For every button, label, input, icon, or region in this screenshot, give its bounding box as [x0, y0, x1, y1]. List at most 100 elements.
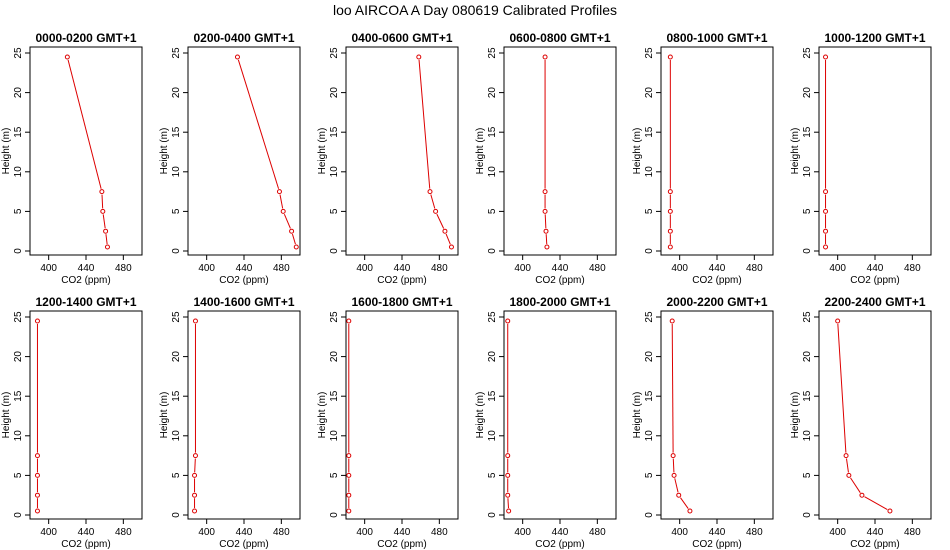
- plot-frame: [503, 46, 617, 256]
- plot-frame: [818, 310, 932, 520]
- data-point: [100, 208, 106, 214]
- data-point: [99, 189, 105, 195]
- y-tick-label: 15: [171, 390, 182, 402]
- x-tick-label: 400: [40, 527, 57, 538]
- data-point: [34, 492, 40, 498]
- data-point: [192, 318, 198, 324]
- chart-panel-8: 1400-1600 GMT+1 400 440 480 0 5 10 15 20 25 CO2 (p…: [159, 295, 301, 550]
- x-tick-label: 480: [273, 263, 290, 274]
- data-point: [64, 54, 70, 60]
- y-axis-label: Height (m): [790, 392, 801, 439]
- data-point: [823, 189, 829, 195]
- x-tick-label: 400: [514, 263, 531, 274]
- x-tick-label: 440: [867, 527, 884, 538]
- y-tick-label: 25: [802, 47, 813, 59]
- series-segment: [67, 59, 102, 189]
- x-tick-label: 440: [867, 263, 884, 274]
- data-point: [433, 208, 439, 214]
- x-axis-label: CO2 (ppm): [61, 275, 110, 286]
- y-tick-label: 0: [487, 512, 498, 518]
- y-tick-label: 5: [329, 208, 340, 214]
- y-tick-label: 0: [802, 248, 813, 254]
- y-tick-label: 20: [644, 87, 655, 99]
- data-point: [823, 208, 829, 214]
- x-tick-label: 400: [198, 527, 215, 538]
- data-point: [104, 244, 110, 250]
- y-tick-label: 5: [171, 472, 182, 478]
- data-point: [346, 472, 352, 478]
- chart-panel-1: 0000-0200 GMT+1 400 440 480 0 5 10 15 20 25 CO2 (p…: [1, 31, 143, 286]
- plot-frame: [187, 310, 301, 520]
- x-tick-label: 400: [829, 527, 846, 538]
- x-tick-label: 480: [115, 263, 132, 274]
- y-tick-label: 10: [802, 430, 813, 442]
- plot-frame: [29, 310, 143, 520]
- y-tick-label: 20: [171, 87, 182, 99]
- data-point: [505, 318, 511, 324]
- data-point: [427, 189, 433, 195]
- series-segment: [544, 214, 547, 229]
- y-tick-label: 5: [13, 472, 24, 478]
- panel-title: 1800-2000 GMT+1: [509, 295, 610, 309]
- data-point: [192, 453, 198, 459]
- x-tick-label: 440: [552, 527, 569, 538]
- y-tick-label: 5: [329, 472, 340, 478]
- y-tick-label: 15: [329, 390, 340, 402]
- series-segment: [837, 323, 847, 453]
- series-segment: [545, 234, 548, 245]
- x-axis-label: CO2 (ppm): [535, 275, 584, 286]
- panel-title: 2200-2400 GMT+1: [824, 295, 925, 309]
- data-point: [846, 472, 852, 478]
- y-tick-label: 5: [644, 208, 655, 214]
- y-tick-label: 20: [487, 351, 498, 363]
- y-tick-label: 10: [802, 166, 813, 178]
- data-point: [823, 228, 829, 234]
- y-axis-label: Height (m): [475, 128, 486, 175]
- data-point: [505, 492, 511, 498]
- chart-panel-10: 1800-2000 GMT+1 400 440 480 0 5 10 15 20 25 CO2 (p…: [475, 295, 617, 550]
- panel-title: 0800-1000 GMT+1: [666, 31, 767, 45]
- y-tick-label: 25: [487, 47, 498, 59]
- plot-frame: [29, 46, 143, 256]
- y-tick-label: 10: [13, 430, 24, 442]
- y-tick-label: 10: [329, 166, 340, 178]
- x-axis-label: CO2 (ppm): [850, 275, 899, 286]
- x-tick-label: 440: [709, 527, 726, 538]
- data-point: [544, 244, 550, 250]
- y-tick-label: 5: [644, 472, 655, 478]
- y-tick-label: 10: [13, 166, 24, 178]
- y-tick-label: 20: [802, 351, 813, 363]
- x-tick-label: 400: [356, 263, 373, 274]
- series-segment: [105, 234, 108, 245]
- chart-panel-2: 0200-0400 GMT+1 400 440 480 0 5 10 15 20 25 CO2 (p…: [159, 31, 301, 286]
- x-axis-label: CO2 (ppm): [692, 539, 741, 550]
- y-axis-label: Height (m): [1, 128, 12, 175]
- y-tick-label: 25: [329, 311, 340, 323]
- chart-panel-12: 2200-2400 GMT+1 400 440 480 0 5 10 15 20 25 CO2 (p…: [790, 295, 932, 550]
- data-point: [542, 208, 548, 214]
- x-tick-label: 440: [552, 263, 569, 274]
- plot-frame: [660, 310, 774, 520]
- data-point: [543, 228, 549, 234]
- x-axis-label: CO2 (ppm): [377, 275, 426, 286]
- y-tick-label: 15: [644, 126, 655, 138]
- data-point: [887, 508, 893, 514]
- data-point: [670, 453, 676, 459]
- data-point: [34, 318, 40, 324]
- data-point: [34, 453, 40, 459]
- panel-title: 0000-0200 GMT+1: [35, 31, 136, 45]
- y-tick-label: 0: [644, 248, 655, 254]
- y-tick-label: 10: [171, 166, 182, 178]
- y-tick-label: 15: [802, 126, 813, 138]
- series-segment: [101, 194, 104, 209]
- panel-title: 0600-0800 GMT+1: [509, 31, 610, 45]
- data-point: [416, 54, 422, 60]
- y-tick-label: 5: [487, 472, 498, 478]
- y-axis-label: Height (m): [632, 128, 643, 175]
- chart-panel-6: 1000-1200 GMT+1 400 440 480 0 5 10 15 20 25 CO2 (p…: [790, 31, 932, 286]
- series-segment: [194, 458, 196, 473]
- plot-frame: [818, 46, 932, 256]
- data-point: [859, 492, 865, 498]
- y-tick-label: 15: [13, 126, 24, 138]
- chart-panel-3: 0400-0600 GMT+1 400 440 480 0 5 10 15 20 25 CO2 (p…: [317, 31, 459, 286]
